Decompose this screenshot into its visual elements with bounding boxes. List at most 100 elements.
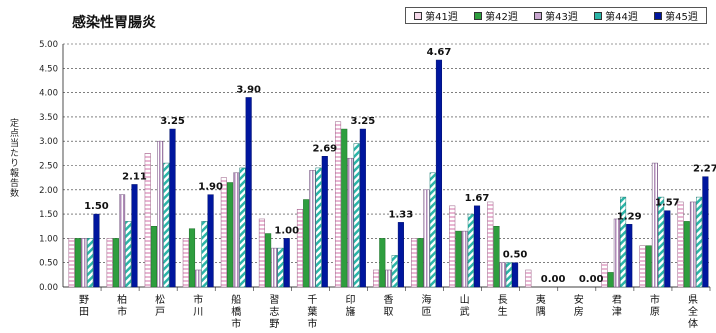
legend-swatch-43 [534,11,543,20]
bar-9-4 [435,59,443,288]
x-tick-label: 印旛 [345,294,355,318]
data-label: 1.50 [84,201,109,212]
y-tick-label: 4.50 [39,64,58,74]
x-tick-label: 安房 [574,293,584,318]
data-label: 1.57 [655,198,680,209]
labels-layer: 1.50 2.11 3.25 1.90 3.90 1.00 2.69 3.25 1.33 4.67… [84,47,716,285]
legend-label-41: 第41週 [425,12,458,23]
x-tick-label: 柏市 [117,293,127,318]
bar-4-3 [239,167,246,288]
x-tick-label: 海匝 [422,293,432,318]
legend-label-45: 第45週 [665,12,698,23]
bar-15-0 [639,245,646,288]
bar-1-4 [131,184,138,288]
bar-4-1 [227,182,234,288]
bar-9-1 [417,238,424,288]
bar-8-2 [385,269,392,288]
y-axis-label: 定点当たり報告数 [8,118,18,198]
bar-14-2 [613,218,620,288]
data-label: 2.27 [693,164,716,175]
bar-3-1 [188,228,196,288]
chart-title: 感染性胃腸炎 [72,15,156,31]
bar-16-0 [677,201,684,288]
bar-5-2 [271,247,278,288]
legend-item-41: 第41週 [414,8,458,23]
x-tick-label: 県全体 [688,294,698,330]
data-label: 3.25 [160,116,185,127]
x-tick-label: 習志野 [269,294,279,330]
bar-7-2 [347,157,354,288]
bar-6-4 [321,156,328,288]
bar-3-0 [182,238,189,288]
y-tick-label: 0.00 [39,283,58,293]
bar-14-3 [620,196,627,288]
x-tick-label: 船橋市 [231,293,241,330]
bar-16-3 [696,196,703,288]
legend-swatch-41 [414,11,423,20]
legend-item-43: 第43週 [534,8,578,23]
data-label: 0.50 [503,250,528,261]
y-tick-label: 3.00 [39,137,58,147]
y-tick-label: 2.50 [39,162,58,172]
bar-9-0 [411,238,418,288]
bar-1-0 [106,238,113,288]
bar-2-2 [157,140,164,288]
data-label: 3.25 [350,116,375,127]
bar-15-2 [651,162,658,288]
bar-7-1 [341,128,348,288]
bar-8-4 [397,222,404,288]
bar-5-3 [277,247,284,288]
bar-14-0 [601,262,608,288]
bar-6-0 [296,208,304,288]
y-tick-label: 5.00 [39,40,58,50]
bar-2-3 [163,162,170,288]
legend-label-43: 第43週 [545,12,578,23]
y-tick-label: 3.50 [39,113,58,123]
x-tick-label: 香取 [384,294,394,318]
x-tick-label: 市川 [193,293,203,318]
x-axis-layer: 野田 柏市 松戸 市川 船橋市 習志野 千葉市 印旛 香取 海匝 山武 長生 夷隅 安房 君津 市原 県全体 [79,287,711,330]
legend-swatch-45 [654,11,663,20]
bar-15-1 [645,245,652,288]
bar-9-2 [423,189,430,288]
bar-8-1 [379,238,386,288]
bar-0-4 [93,213,100,288]
legend-item-44: 第44週 [594,8,638,23]
bar-8-3 [391,255,398,288]
bar-3-4 [207,194,214,288]
x-tick-label: 長生 [498,294,508,318]
bar-0-2 [80,238,88,288]
data-label: 0.00 [579,274,604,285]
bar-11-1 [493,226,500,288]
bar-16-1 [683,221,690,288]
bar-10-4 [473,205,481,288]
bar-2-0 [144,153,151,288]
bar-10-3 [467,213,474,288]
bar-11-4 [512,262,519,288]
legend-label-44: 第44週 [605,12,638,23]
bar-6-2 [309,170,316,288]
data-label: 0.00 [541,274,566,285]
bar-14-1 [607,272,614,288]
x-tick-label: 夷隅 [536,293,546,318]
data-label: 1.90 [198,182,223,193]
y-tick-label: 2.00 [39,186,58,196]
bar-8-0 [373,269,380,288]
legend-item-45: 第45週 [654,8,698,23]
bar-11-3 [505,262,512,288]
bar-10-1 [455,230,462,288]
legend-item-42: 第42週 [474,8,518,23]
bar-4-2 [233,172,240,288]
chart-legend: 第41週 第42週 第43週 第44週 第45週 [405,7,707,24]
bar-14-4 [626,224,633,288]
bar-7-3 [353,143,360,288]
bar-15-4 [664,210,671,288]
bars-layer [68,59,709,288]
grid-layer: 0.00 0.50 1.00 1.50 2.00 2.50 3.00 3.50 4.00 4.50… [39,40,710,293]
legend-label-42: 第42週 [485,12,518,23]
bar-7-4 [359,128,366,288]
y-tick-label: 0.50 [39,259,58,269]
bar-7-0 [334,121,342,288]
bar-11-2 [499,262,506,288]
